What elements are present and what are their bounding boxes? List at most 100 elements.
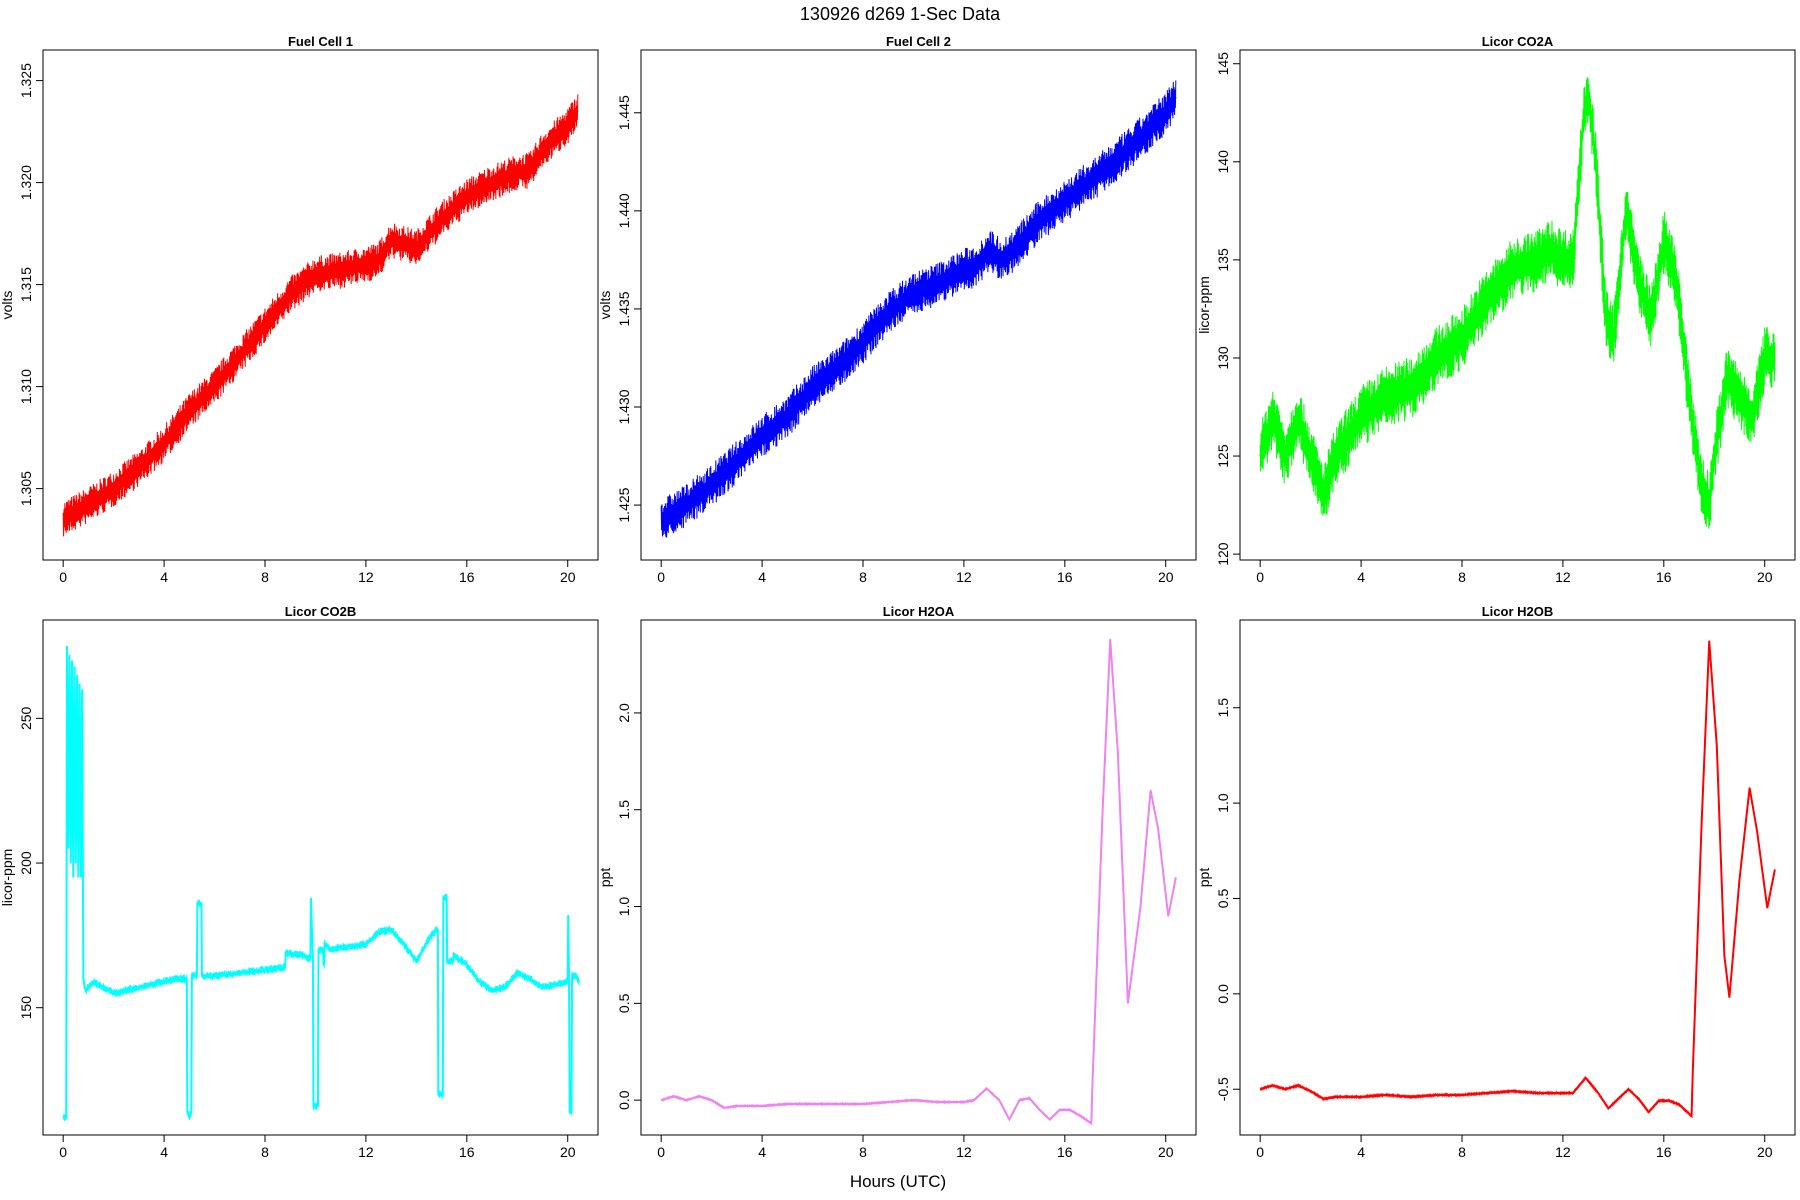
panel-5: Licor H2OA 0 4 8 12 16 20 0.0 0.5 1.0 1.5 2.0 ppt: [597, 604, 1197, 1160]
x-tick-label: 0: [59, 569, 67, 585]
y-tick-label: 0.0: [1215, 984, 1231, 1004]
x-tick-label: 12: [358, 569, 374, 585]
series-noise-band: [1259, 77, 1776, 529]
x-tick-label: 0: [657, 1144, 665, 1160]
plot-frame: [1239, 619, 1796, 1136]
x-tick-label: 12: [956, 569, 972, 585]
y-tick-label: 200: [18, 851, 34, 875]
y-axis-label: licor-ppm: [0, 849, 15, 907]
y-tick-label: -0.5: [1215, 1077, 1231, 1101]
series-noise-band: [62, 648, 580, 1122]
x-tick-label: 8: [859, 1144, 867, 1160]
y-tick-label: 1.435: [616, 291, 632, 326]
y-tick-label: 1.440: [616, 193, 632, 228]
series-line: [63, 646, 580, 1121]
y-tick-label: 1.445: [616, 95, 632, 130]
panel-title: Fuel Cell 2: [886, 34, 951, 49]
y-tick-label: 150: [18, 996, 34, 1020]
x-tick-label: 4: [758, 1144, 766, 1160]
series-noise-band: [62, 94, 579, 537]
y-axis-label: volts: [597, 291, 613, 320]
series-line: [660, 96, 1177, 522]
x-tick-label: 12: [956, 1144, 972, 1160]
x-tick-label: 16: [459, 569, 475, 585]
x-tick-label: 4: [1357, 1144, 1365, 1160]
panel-title: Licor CO2B: [285, 604, 357, 619]
panel-title: Licor H2OB: [1482, 604, 1554, 619]
x-tick-label: 8: [1458, 569, 1466, 585]
series-noise-band: [1259, 640, 1776, 1118]
series-line: [62, 110, 579, 521]
x-tick-label: 20: [560, 569, 576, 585]
x-tick-label: 4: [1357, 569, 1365, 585]
y-axis-label: volts: [0, 291, 15, 320]
plot-frame: [1239, 49, 1796, 561]
y-tick-label: 1.0: [616, 897, 632, 917]
y-tick-label: 1.0: [1215, 793, 1231, 813]
panel-title: Licor CO2A: [1482, 34, 1554, 49]
x-axis-label: Hours (UTC): [850, 1172, 946, 1191]
x-tick-label: 0: [59, 1144, 67, 1160]
x-tick-label: 20: [1158, 1144, 1174, 1160]
y-tick-label: 1.430: [616, 389, 632, 424]
series-line: [660, 639, 1177, 1126]
y-tick-label: 1.425: [616, 487, 632, 522]
panel-title: Licor H2OA: [883, 604, 955, 619]
y-tick-label: 1.320: [18, 165, 34, 200]
plot-frame: [640, 49, 1197, 561]
y-tick-label: 1.310: [18, 369, 34, 404]
y-tick-label: 140: [1215, 150, 1231, 174]
plot-frame: [640, 619, 1197, 1136]
y-tick-label: 2.0: [616, 703, 632, 723]
panels: Fuel Cell 1 0 4 8 12 16 20 1.305 1.310 1.315 1.320…: [0, 34, 1796, 1160]
x-tick-label: 8: [1458, 1144, 1466, 1160]
y-tick-label: 250: [18, 706, 34, 730]
x-tick-label: 4: [160, 1144, 168, 1160]
x-tick-label: 0: [1256, 1144, 1264, 1160]
x-tick-label: 20: [560, 1144, 576, 1160]
panel-title: Fuel Cell 1: [288, 34, 353, 49]
x-tick-label: 0: [1256, 569, 1264, 585]
y-tick-label: 120: [1215, 542, 1231, 566]
x-tick-label: 8: [859, 569, 867, 585]
plot-frame: [42, 619, 599, 1136]
x-tick-label: 4: [758, 569, 766, 585]
y-tick-label: 1.5: [616, 800, 632, 820]
y-tick-label: 1.325: [18, 63, 34, 98]
series-line: [1259, 640, 1776, 1119]
series-noise-band: [660, 638, 1177, 1125]
panel-3: Licor CO2A 0 4 8 12 16 20 120 125 130 135 140 145 lic…: [1196, 34, 1796, 585]
x-tick-label: 16: [1057, 569, 1073, 585]
panel-1: Fuel Cell 1 0 4 8 12 16 20 1.305 1.310 1.315 1.320…: [0, 34, 599, 585]
x-tick-label: 16: [1656, 1144, 1672, 1160]
plot-frame: [42, 49, 599, 561]
y-tick-label: 0.5: [1215, 889, 1231, 909]
y-tick-label: 135: [1215, 248, 1231, 272]
x-tick-label: 8: [261, 569, 269, 585]
x-tick-label: 12: [1555, 1144, 1571, 1160]
panel-6: Licor H2OB 0 4 8 12 16 20 -0.5 0.0 0.5 1.0 1.5 ppt: [1196, 604, 1796, 1160]
y-tick-label: 1.5: [1215, 698, 1231, 718]
x-tick-label: 16: [459, 1144, 475, 1160]
y-tick-label: 1.315: [18, 267, 34, 302]
series-noise-band: [660, 80, 1177, 538]
y-tick-label: 130: [1215, 346, 1231, 370]
x-tick-label: 16: [1057, 1144, 1073, 1160]
figure-title: 130926 d269 1-Sec Data: [800, 4, 1001, 24]
x-tick-label: 0: [657, 569, 665, 585]
x-tick-label: 20: [1757, 569, 1773, 585]
x-tick-label: 12: [358, 1144, 374, 1160]
y-axis-label: ppt: [1196, 868, 1212, 888]
x-tick-label: 16: [1656, 569, 1672, 585]
y-tick-label: 0.0: [616, 1090, 632, 1110]
y-tick-label: 0.5: [616, 993, 632, 1013]
y-axis-label: ppt: [597, 868, 613, 888]
panel-2: Fuel Cell 2 0 4 8 12 16 20 1.425 1.430 1.435 1.440…: [597, 34, 1197, 585]
series-line: [1259, 92, 1775, 506]
x-tick-label: 20: [1158, 569, 1174, 585]
panel-4: Licor CO2B 0 4 8 12 16 20 150 200 250 licor-ppm: [0, 604, 599, 1160]
x-tick-label: 8: [261, 1144, 269, 1160]
x-tick-label: 4: [160, 569, 168, 585]
y-tick-label: 145: [1215, 52, 1231, 76]
